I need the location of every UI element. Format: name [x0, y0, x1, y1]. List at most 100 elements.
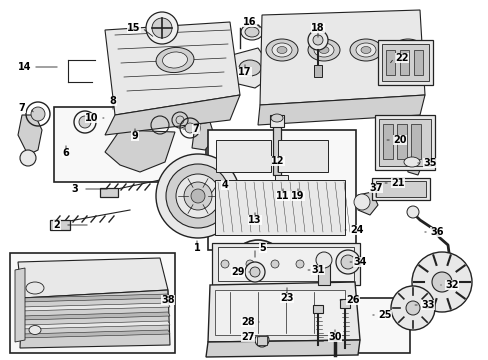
- Polygon shape: [205, 340, 359, 357]
- Text: 21: 21: [390, 178, 404, 188]
- Polygon shape: [105, 130, 175, 172]
- Circle shape: [406, 206, 418, 218]
- Ellipse shape: [293, 187, 305, 197]
- Circle shape: [320, 260, 328, 268]
- Ellipse shape: [360, 46, 370, 54]
- Bar: [274, 175, 287, 183]
- Circle shape: [340, 255, 354, 269]
- Text: 24: 24: [349, 225, 363, 235]
- Bar: [278, 140, 327, 172]
- Polygon shape: [260, 10, 424, 105]
- Ellipse shape: [313, 43, 333, 57]
- Text: 31: 31: [311, 265, 324, 275]
- Polygon shape: [357, 192, 377, 215]
- Bar: [272, 120, 281, 175]
- Bar: [212, 243, 359, 285]
- Circle shape: [307, 30, 327, 50]
- Bar: [269, 115, 284, 127]
- Text: 1: 1: [193, 243, 200, 253]
- Bar: [317, 263, 329, 285]
- Text: 34: 34: [352, 257, 366, 267]
- Polygon shape: [15, 268, 25, 342]
- Polygon shape: [207, 282, 359, 342]
- Polygon shape: [229, 48, 269, 88]
- Text: 30: 30: [327, 332, 341, 342]
- Polygon shape: [20, 290, 170, 348]
- Circle shape: [335, 250, 359, 274]
- Text: 8: 8: [109, 96, 116, 106]
- Circle shape: [31, 107, 45, 121]
- Circle shape: [183, 182, 212, 210]
- Circle shape: [245, 260, 253, 268]
- Text: 4: 4: [221, 180, 228, 190]
- Circle shape: [156, 154, 240, 238]
- Circle shape: [254, 307, 268, 321]
- Bar: [100, 188, 118, 197]
- Text: 6: 6: [62, 148, 69, 158]
- Circle shape: [152, 18, 172, 38]
- Circle shape: [146, 12, 178, 44]
- Bar: [413, 50, 422, 75]
- Ellipse shape: [162, 52, 187, 68]
- Circle shape: [221, 260, 228, 268]
- Bar: [207, 130, 355, 250]
- Ellipse shape: [355, 43, 375, 57]
- Polygon shape: [258, 95, 424, 125]
- Text: 15: 15: [127, 23, 141, 33]
- Bar: [410, 124, 420, 159]
- Text: 35: 35: [423, 158, 436, 168]
- Circle shape: [340, 260, 348, 268]
- Text: 38: 38: [161, 295, 174, 305]
- Ellipse shape: [318, 46, 328, 54]
- Text: 37: 37: [368, 183, 382, 193]
- Circle shape: [431, 270, 447, 286]
- Text: 33: 33: [420, 300, 434, 310]
- Text: 20: 20: [392, 135, 406, 145]
- Polygon shape: [192, 122, 215, 150]
- Text: 2: 2: [54, 220, 60, 230]
- Bar: [215, 290, 345, 335]
- Bar: [54, 107, 205, 182]
- Ellipse shape: [241, 24, 263, 40]
- Text: 29: 29: [231, 267, 244, 277]
- Text: 25: 25: [378, 310, 391, 320]
- Polygon shape: [292, 180, 309, 202]
- Ellipse shape: [156, 48, 194, 73]
- Circle shape: [405, 301, 419, 315]
- Bar: [399, 50, 408, 75]
- Circle shape: [411, 252, 471, 312]
- Text: 16: 16: [243, 17, 256, 27]
- Bar: [215, 180, 345, 235]
- Bar: [257, 336, 266, 345]
- Text: 7: 7: [19, 103, 25, 113]
- Text: 12: 12: [271, 156, 284, 166]
- Bar: [50, 220, 70, 230]
- Ellipse shape: [402, 46, 412, 54]
- Text: 22: 22: [394, 53, 408, 63]
- Text: 26: 26: [346, 295, 359, 305]
- Circle shape: [270, 260, 279, 268]
- Circle shape: [79, 116, 91, 128]
- Ellipse shape: [307, 39, 339, 61]
- Circle shape: [390, 286, 434, 330]
- Circle shape: [176, 174, 220, 218]
- Ellipse shape: [270, 114, 283, 122]
- Bar: [312, 305, 323, 313]
- Polygon shape: [20, 330, 170, 338]
- Ellipse shape: [265, 39, 297, 61]
- Text: 14: 14: [18, 62, 32, 72]
- Text: 17: 17: [238, 67, 251, 77]
- Text: 3: 3: [71, 184, 78, 194]
- Bar: [309, 298, 409, 353]
- Text: 36: 36: [429, 227, 443, 237]
- Polygon shape: [20, 303, 170, 311]
- Circle shape: [315, 252, 331, 268]
- Text: 9: 9: [131, 131, 138, 141]
- Circle shape: [191, 189, 204, 203]
- Ellipse shape: [403, 157, 419, 167]
- Bar: [278, 178, 285, 200]
- Polygon shape: [18, 115, 42, 155]
- Bar: [378, 119, 430, 166]
- Circle shape: [20, 150, 36, 166]
- Text: 19: 19: [291, 191, 304, 201]
